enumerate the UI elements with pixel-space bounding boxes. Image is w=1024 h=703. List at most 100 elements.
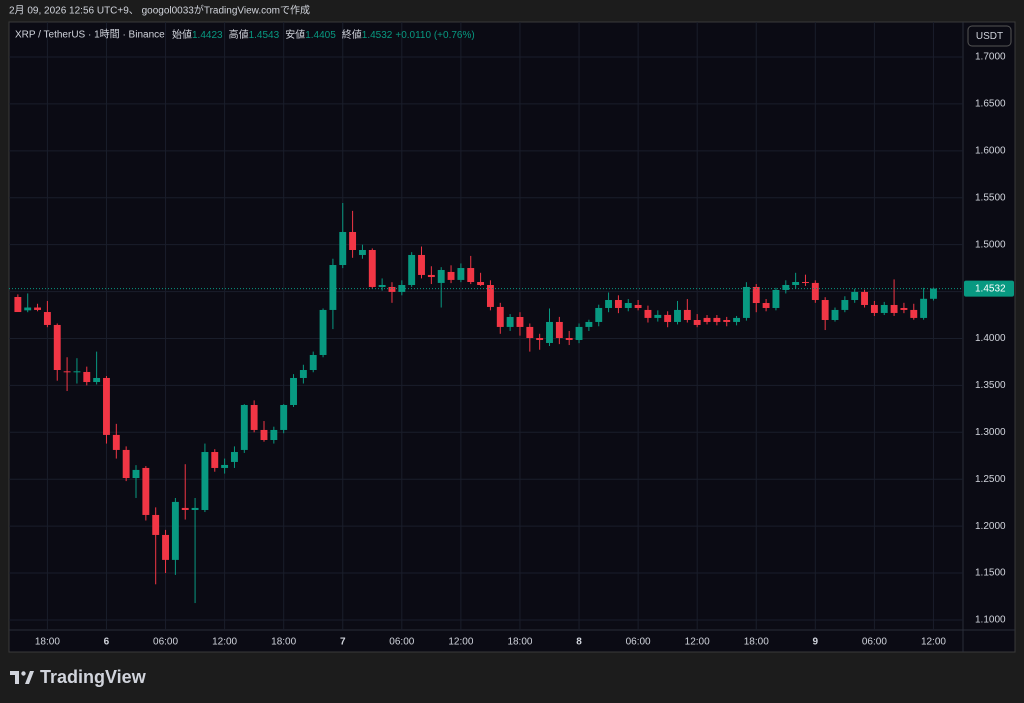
candle-body	[329, 265, 337, 310]
candle-body	[290, 377, 297, 406]
plot: 1.1000 1.1500 1.2000 1.2500 1.3000 1.3500 1.40…	[9, 22, 1006, 648]
header: 2月 09, 2026 12:56 UTC+9、 googol0033がTrad…	[9, 4, 310, 17]
candle-body	[546, 321, 553, 343]
y-tick-label: 1.5500	[975, 192, 1006, 203]
candle-body	[368, 250, 376, 287]
candle-body	[112, 434, 120, 450]
candle-body	[43, 312, 51, 325]
x-tick-label: 06:00	[153, 637, 178, 648]
x-tick-label: 6	[104, 637, 110, 648]
legend-value: 1.4423	[192, 30, 223, 41]
x-tick-label: 18:00	[35, 637, 60, 648]
candle-body	[299, 370, 307, 378]
candle-body	[713, 317, 721, 322]
currency[interactable]: USDT	[976, 31, 1003, 42]
candle-body	[575, 326, 583, 340]
candle-body	[181, 507, 189, 510]
candle-body	[693, 319, 701, 325]
legend-value: 1.4405	[305, 30, 336, 41]
candle-body	[408, 254, 416, 285]
candle-body	[171, 501, 179, 560]
candle-body	[782, 284, 790, 290]
candle-body	[683, 309, 691, 320]
x-tick-label: 12:00	[448, 637, 473, 648]
x-tick-label: 06:00	[626, 637, 651, 648]
x-tick-label: 12:00	[685, 637, 710, 648]
candle-body	[910, 309, 918, 318]
candle-body	[496, 306, 504, 327]
brand: TradingView	[10, 667, 147, 687]
candle-body	[851, 291, 859, 301]
candle-body	[595, 307, 603, 322]
candle-body	[614, 300, 622, 308]
currency-box[interactable]	[967, 25, 1012, 47]
candle-body	[122, 449, 130, 478]
legend-label: 終値	[342, 28, 362, 41]
candle-body	[103, 377, 110, 435]
candle-body	[270, 429, 278, 440]
candle-body	[427, 274, 435, 278]
candle-body	[280, 405, 288, 430]
y-tick-label: 1.5000	[975, 239, 1006, 250]
candle-body	[132, 469, 140, 478]
candle-body	[477, 281, 485, 285]
candle-body	[191, 507, 199, 510]
x-tick-label: 9	[813, 637, 819, 648]
y-tick-label: 1.3500	[975, 380, 1006, 391]
candle-body	[240, 405, 248, 450]
y-tick-label: 1.2500	[975, 474, 1006, 485]
x-tick-label: 8	[576, 637, 582, 648]
candle-body	[231, 452, 238, 462]
x-tick-label: 18:00	[271, 637, 296, 648]
candle-body	[752, 286, 760, 304]
candle-body	[83, 371, 91, 383]
chart-panel	[8, 21, 1016, 653]
legend-label: 高値	[229, 28, 249, 41]
candle-body	[221, 464, 229, 468]
legend-label: 始値	[172, 28, 192, 41]
candle-body	[358, 250, 366, 255]
candle-body	[201, 452, 209, 510]
candle-body	[772, 289, 780, 308]
candle-body	[34, 307, 41, 310]
y-tick-label: 1.3000	[975, 427, 1006, 438]
candle-body	[319, 309, 327, 355]
candle-body	[506, 316, 514, 327]
candle-body	[349, 231, 357, 250]
x-tick-label: 18:00	[507, 637, 532, 648]
candle-body	[821, 300, 829, 320]
legend-value: 1.4532	[362, 30, 393, 41]
candle-body	[260, 429, 268, 440]
candle-body	[418, 254, 425, 275]
candle-body	[565, 338, 573, 340]
last-price-box	[964, 280, 1014, 297]
x-tick-label: 18:00	[744, 637, 769, 648]
candle-body	[398, 284, 406, 292]
candle-body	[457, 268, 465, 280]
candle-body	[674, 309, 681, 322]
y-tick-label: 1.6500	[975, 99, 1006, 110]
candle-body	[880, 304, 888, 313]
candle-body	[733, 317, 741, 322]
candle-body	[654, 314, 662, 318]
x-tick-label: 06:00	[389, 637, 414, 648]
candle-body	[152, 514, 160, 535]
candle-body	[920, 298, 928, 318]
candle-body	[526, 326, 534, 339]
candle-body	[339, 231, 347, 266]
ohlc-legend: 始値1.4423 高値1.4543 安値1.4405 終値1.4532 +0.0110 …	[172, 28, 475, 41]
candle-body	[811, 282, 819, 301]
last-price-label: 1.4532	[975, 284, 1006, 295]
y-tick-label: 1.6000	[975, 145, 1006, 156]
y-tick-label: 1.1000	[975, 615, 1006, 626]
candle-body	[605, 300, 613, 308]
x-tick-label: 06:00	[862, 637, 887, 648]
y-tick-label: 1.1500	[975, 568, 1006, 579]
candle-body	[900, 307, 908, 310]
candle-body	[447, 271, 455, 280]
candle-body	[861, 291, 868, 305]
candle-body	[890, 304, 898, 313]
candle-body	[703, 317, 711, 322]
